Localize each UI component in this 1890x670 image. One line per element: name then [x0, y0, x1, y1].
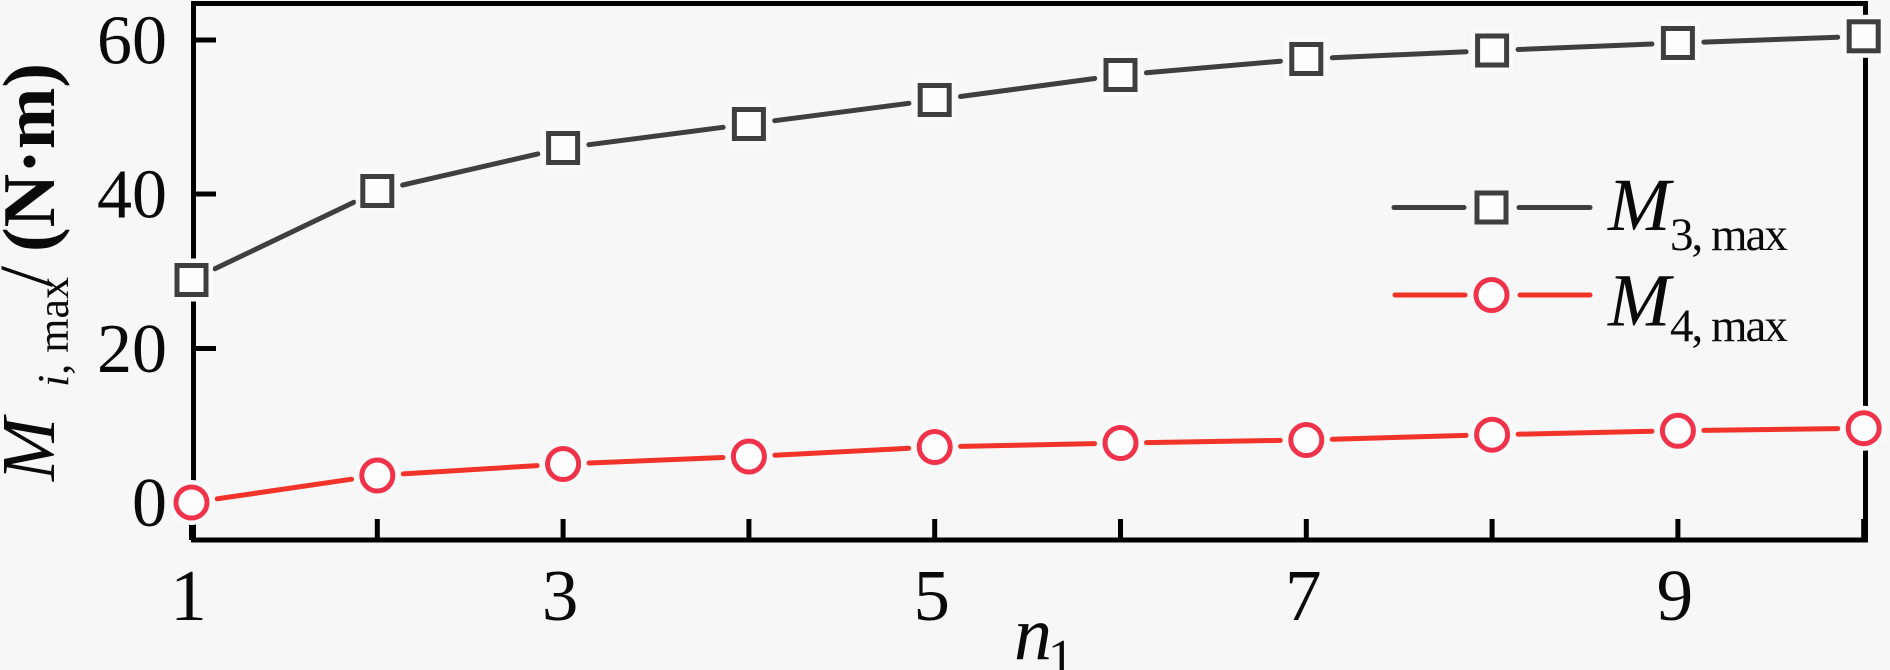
svg-text:60: 60: [97, 3, 167, 80]
svg-text:0: 0: [132, 465, 167, 542]
svg-text:M: M: [1607, 164, 1674, 247]
svg-text:M: M: [0, 414, 71, 482]
svg-text:i, max: i, max: [29, 277, 78, 387]
svg-text:n: n: [1014, 592, 1052, 670]
svg-text:9: 9: [1657, 555, 1694, 636]
svg-text:M: M: [1607, 260, 1674, 343]
svg-text:3, max: 3, max: [1670, 209, 1787, 261]
svg-text:4, max: 4, max: [1670, 300, 1787, 352]
svg-text:3: 3: [542, 555, 579, 636]
svg-text:1: 1: [1048, 630, 1074, 670]
svg-text:7: 7: [1285, 555, 1322, 636]
svg-text:20: 20: [97, 311, 167, 388]
svg-text:/: /: [0, 265, 69, 287]
svg-text:(N·m): (N·m): [0, 63, 71, 252]
svg-text:40: 40: [97, 157, 167, 234]
svg-text:1: 1: [170, 555, 207, 636]
svg-text:5: 5: [913, 555, 950, 636]
